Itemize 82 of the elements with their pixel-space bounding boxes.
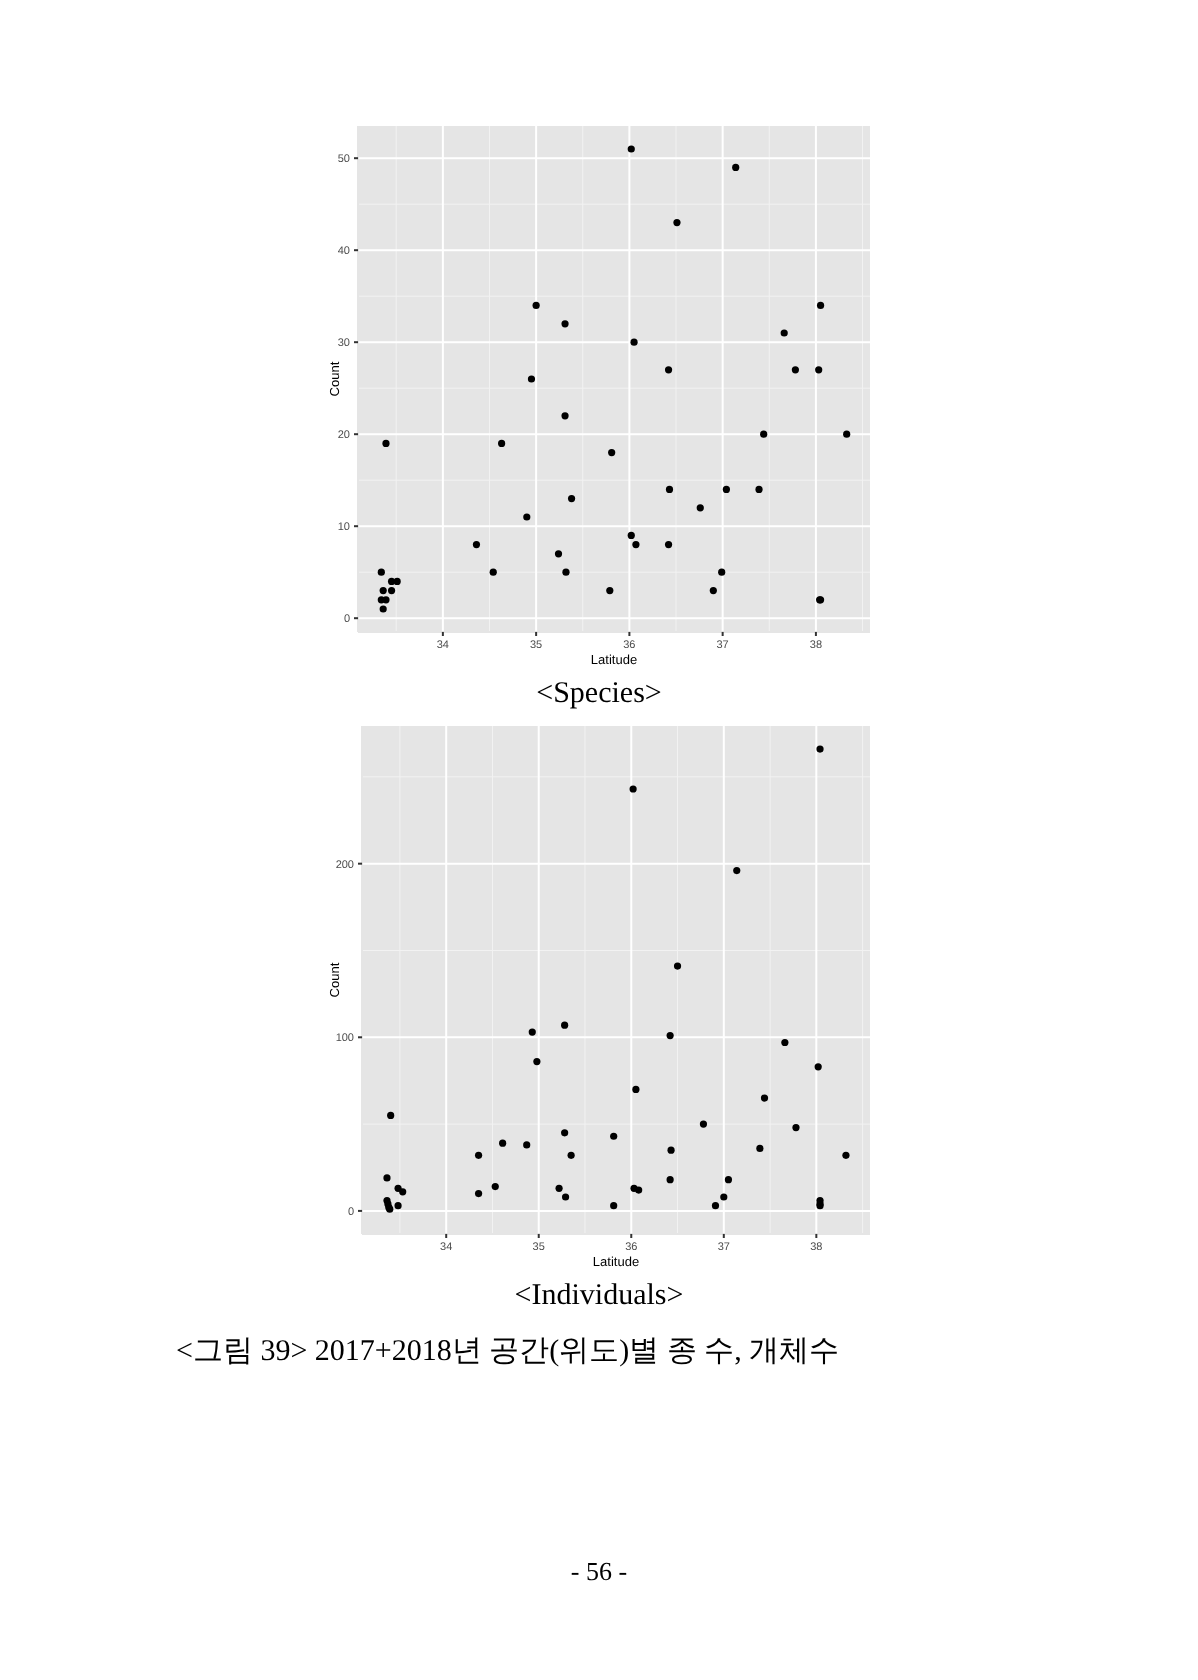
point: [561, 1129, 569, 1137]
point: [664, 366, 673, 374]
point: [528, 1028, 536, 1036]
point: [393, 577, 401, 585]
point: [533, 1058, 541, 1066]
point: [523, 1141, 531, 1149]
point: [498, 439, 506, 447]
point: [673, 962, 682, 970]
point: [610, 1132, 618, 1140]
point: [724, 1176, 733, 1184]
point: [383, 1174, 391, 1182]
point: [632, 1085, 640, 1093]
text: <Species>: [534, 676, 664, 712]
point: [632, 541, 640, 549]
point: [491, 1183, 499, 1191]
point: [732, 163, 740, 171]
point: [527, 375, 536, 383]
point: [733, 867, 741, 875]
point: [815, 366, 823, 374]
point: [760, 1094, 769, 1102]
point: [666, 1031, 674, 1040]
point: [610, 1202, 618, 1210]
point: [377, 568, 385, 576]
point: [606, 587, 614, 595]
point: [567, 1151, 575, 1159]
point: [699, 1120, 708, 1128]
point: [379, 605, 387, 613]
point: [709, 587, 717, 595]
point: [567, 495, 576, 503]
point: [561, 412, 569, 420]
point: [399, 1188, 407, 1196]
point: [561, 1193, 570, 1201]
point: [394, 1202, 402, 1210]
point: [382, 596, 390, 604]
point: [523, 513, 531, 521]
point: [816, 745, 824, 753]
point: [781, 1038, 789, 1047]
point: [842, 1151, 850, 1159]
point: [499, 1139, 507, 1147]
point: [756, 1144, 764, 1153]
point: [718, 568, 726, 576]
point: [816, 301, 825, 309]
point: [760, 430, 768, 438]
point: [627, 531, 635, 539]
point: [792, 1123, 800, 1132]
point: [720, 1193, 728, 1201]
point: [474, 1151, 483, 1159]
point: [489, 568, 497, 576]
point: [814, 1063, 822, 1071]
point: [711, 1202, 720, 1210]
point: [664, 541, 673, 549]
point: [608, 449, 616, 457]
point: [562, 568, 570, 576]
point: [379, 587, 387, 595]
point: [555, 1184, 563, 1192]
point: [780, 329, 788, 337]
point: [665, 485, 674, 493]
point: [554, 550, 563, 558]
point: [532, 301, 540, 309]
point: [667, 1146, 675, 1154]
point: [472, 541, 481, 549]
point: [696, 504, 704, 512]
point: [791, 366, 799, 374]
text: <Individuals>: [512, 1278, 686, 1314]
point: [755, 485, 763, 493]
point: [387, 587, 396, 595]
point: [635, 1186, 643, 1194]
point: [382, 439, 390, 447]
point: [387, 577, 396, 585]
point: [561, 1021, 569, 1029]
point: [474, 1189, 483, 1198]
point: [722, 485, 730, 493]
text: <그림 39> 2017+2018년 공간(위도)별 종 수, 개체수: [176, 1334, 840, 1370]
point: [387, 1111, 395, 1120]
point: [629, 785, 637, 793]
point: [666, 1176, 674, 1184]
point: [627, 145, 635, 153]
text: - 56 -: [568, 1554, 630, 1590]
point: [630, 338, 638, 346]
point: [673, 219, 681, 227]
point: [843, 430, 851, 438]
point: [561, 320, 569, 328]
